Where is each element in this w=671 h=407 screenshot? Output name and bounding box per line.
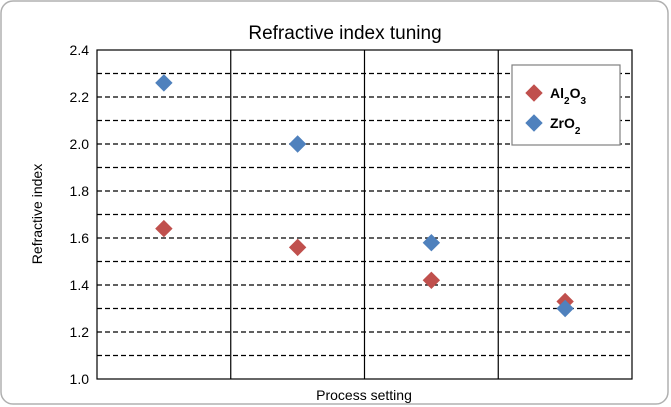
y-tick-label: 1.4 xyxy=(70,277,90,293)
series-2-point xyxy=(288,135,307,153)
y-axis-label: Refractive index xyxy=(29,164,45,264)
series-2-point xyxy=(155,74,173,92)
data-points xyxy=(155,74,574,318)
chart-title: Refractive index tuning xyxy=(248,23,441,44)
y-tick-label: 2.0 xyxy=(70,136,90,152)
legend-box xyxy=(511,64,621,146)
series-2-point xyxy=(422,233,441,252)
y-tick-labels: 1.0 1.2 1.4 1.6 1.8 2.0 2.2 2.4 xyxy=(70,42,90,387)
grid-layer xyxy=(97,50,632,379)
series-2-point xyxy=(556,299,574,318)
legend: Al2O3 ZrO2 xyxy=(511,64,621,146)
y-tick-label: 1.2 xyxy=(70,324,90,340)
legend-label-series-1: Al2O3 xyxy=(550,85,586,107)
y-tick-label: 2.4 xyxy=(70,42,90,58)
y-tick-label: 1.6 xyxy=(70,230,90,246)
y-tick-label: 1.0 xyxy=(70,371,90,387)
plot-area-border xyxy=(96,49,633,380)
series-1-point xyxy=(288,238,307,257)
legend-label-series-2: ZrO2 xyxy=(550,115,581,137)
legend-marker-series-2 xyxy=(525,114,543,132)
series-1-point xyxy=(422,271,441,290)
y-tick-label: 1.8 xyxy=(70,183,90,199)
series-1-point xyxy=(155,219,173,238)
legend-marker-series-1 xyxy=(525,84,543,102)
x-axis-label: Process setting xyxy=(316,387,412,403)
y-tick-label: 2.2 xyxy=(70,89,90,105)
